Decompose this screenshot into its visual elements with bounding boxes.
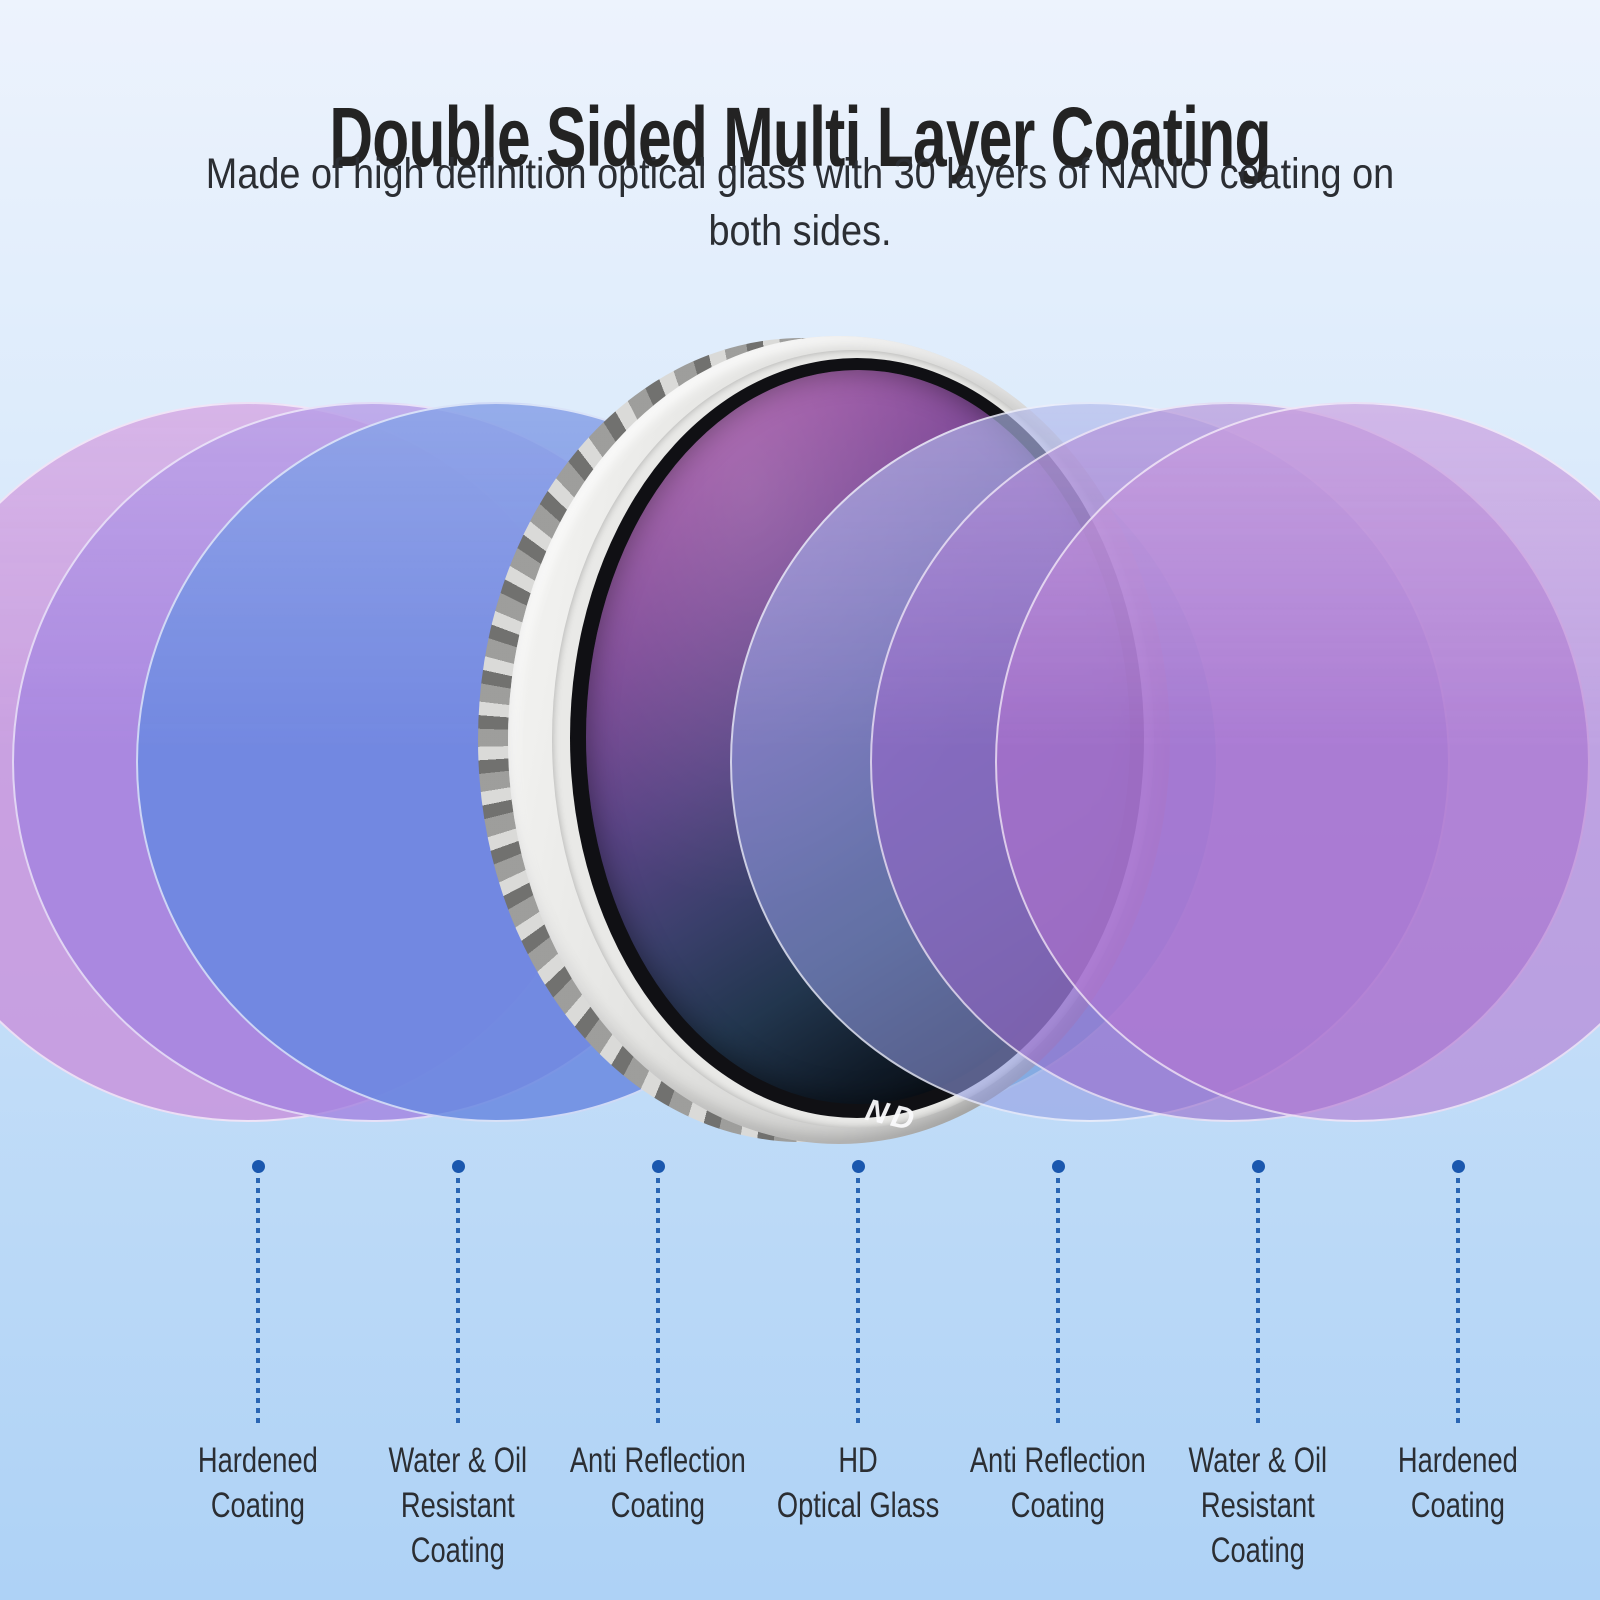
leader-line — [1256, 1178, 1260, 1426]
layer-water-oil-resistant-coating-left: Water & Oil Resistant Coating — [348, 1160, 568, 1573]
layer-label-line: Coating — [610, 1486, 706, 1525]
connector-dot — [1251, 1160, 1265, 1173]
leader-line — [856, 1178, 860, 1426]
connector-dot — [451, 1160, 465, 1173]
layer-label-line: Anti Reflection — [569, 1441, 747, 1480]
page-title: Double Sided Multi Layer Coating — [329, 90, 1271, 185]
subtitle-line-1: Made of high definition optical glass wi… — [205, 150, 1395, 198]
layer-label: Hardened Coating — [1398, 1438, 1518, 1528]
layer-label: Water & Oil Resistant Coating — [1189, 1438, 1328, 1573]
layer-hd-optical-glass: HD Optical Glass — [748, 1160, 968, 1528]
connector-dot — [651, 1160, 665, 1173]
layer-label: Hardened Coating — [198, 1438, 318, 1528]
layer-label-line: Optical Glass — [776, 1486, 940, 1525]
layer-label-line: Hardened — [198, 1441, 318, 1480]
layer-label-line: Coating — [1010, 1486, 1106, 1525]
leader-line — [1456, 1178, 1460, 1426]
layer-label-line: Coating — [1210, 1531, 1306, 1570]
layer-label-line: Hardened — [1398, 1441, 1518, 1480]
layer-label-line: Coating — [410, 1531, 506, 1570]
layer-label: Anti Reflection Coating — [570, 1438, 746, 1528]
layer-label: Water & Oil Resistant Coating — [389, 1438, 528, 1573]
layer-label-line: Anti Reflection — [969, 1441, 1147, 1480]
layer-hardened-coating-right: Hardened Coating — [1348, 1160, 1568, 1528]
connector-dot — [1051, 1160, 1065, 1173]
leader-line — [1056, 1178, 1060, 1426]
layer-label-line: Water & Oil — [388, 1441, 528, 1480]
layer-label-line: HD — [838, 1441, 878, 1480]
leader-line — [456, 1178, 460, 1426]
layer-label-line: Coating — [1410, 1486, 1506, 1525]
layer-anti-reflection-coating-right: Anti Reflection Coating — [948, 1160, 1168, 1528]
subtitle-line-2: both sides. — [708, 207, 892, 255]
layer-hardened-coating-left: Hardened Coating — [148, 1160, 368, 1528]
layer-label: HD Optical Glass — [777, 1438, 939, 1528]
layer-anti-reflection-coating-left: Anti Reflection Coating — [548, 1160, 768, 1528]
layer-water-oil-resistant-coating-right: Water & Oil Resistant Coating — [1148, 1160, 1368, 1573]
subtitle: Made of high definition optical glass wi… — [96, 146, 1504, 260]
layer-label-line: Resistant — [1201, 1486, 1315, 1525]
layer-label-line: Resistant — [401, 1486, 515, 1525]
hardened-coating-disc-right — [995, 402, 1600, 1122]
connector-dot — [251, 1160, 265, 1173]
layer-label-line: Coating — [210, 1486, 306, 1525]
connector-dot — [1451, 1160, 1465, 1173]
layer-label-line: Water & Oil — [1188, 1441, 1328, 1480]
connector-dot — [851, 1160, 865, 1173]
leader-line — [256, 1178, 260, 1426]
layer-label: Anti Reflection Coating — [970, 1438, 1146, 1528]
leader-line — [656, 1178, 660, 1426]
